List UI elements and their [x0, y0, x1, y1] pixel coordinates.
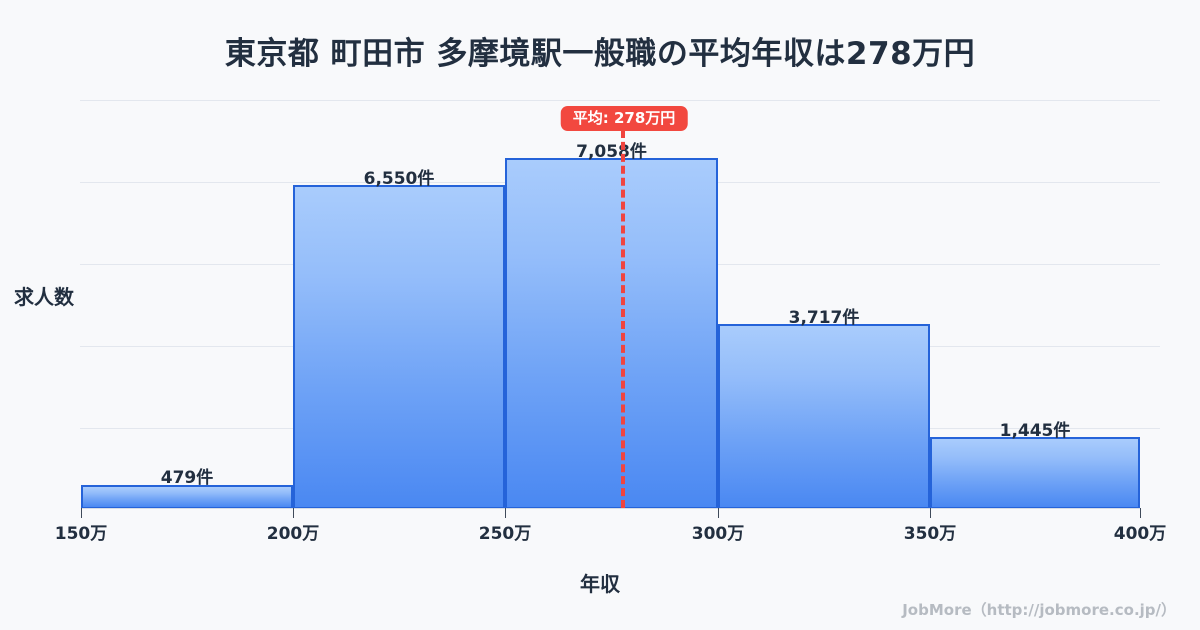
bar-150-200[interactable]	[81, 485, 293, 509]
x-tick-mark-250	[505, 508, 506, 518]
average-line	[621, 130, 625, 508]
x-axis-title: 年収	[580, 572, 620, 596]
bar-250-300[interactable]	[505, 158, 718, 509]
average-badge: 平均: 278万円	[560, 106, 688, 131]
bar-300-350[interactable]	[718, 324, 930, 509]
x-tick-mark-150	[81, 508, 82, 518]
x-tick-mark-300	[718, 508, 719, 518]
x-axis-baseline	[81, 508, 1140, 509]
x-tick-mark-400	[1140, 508, 1141, 518]
bar-label-150-200: 479件	[160, 468, 214, 488]
x-tick-label-400: 400万	[1113, 524, 1167, 544]
bar-label-200-250: 6,550件	[363, 169, 435, 189]
bar-label-300-350: 3,717件	[788, 308, 860, 328]
x-tick-label-350: 350万	[903, 524, 957, 544]
x-tick-label-250: 250万	[478, 524, 532, 544]
bar-label-350-400: 1,445件	[999, 421, 1071, 441]
chart-title: 東京都 町田市 多摩境駅一般職の平均年収は278万円	[224, 36, 976, 72]
bar-200-250[interactable]	[293, 185, 505, 509]
x-tick-label-200: 200万	[266, 524, 320, 544]
x-tick-mark-350	[930, 508, 931, 518]
bar-label-250-300: 7,058件	[576, 142, 647, 162]
x-tick-label-300: 300万	[691, 524, 745, 544]
bar-350-400[interactable]	[930, 437, 1140, 509]
x-tick-mark-200	[293, 508, 294, 518]
x-tick-label-150: 150万	[54, 524, 108, 544]
footer-credit: JobMore（http://jobmore.co.jp/）	[902, 601, 1176, 619]
y-axis-title: 求人数	[14, 285, 74, 309]
gridline	[80, 100, 1160, 101]
